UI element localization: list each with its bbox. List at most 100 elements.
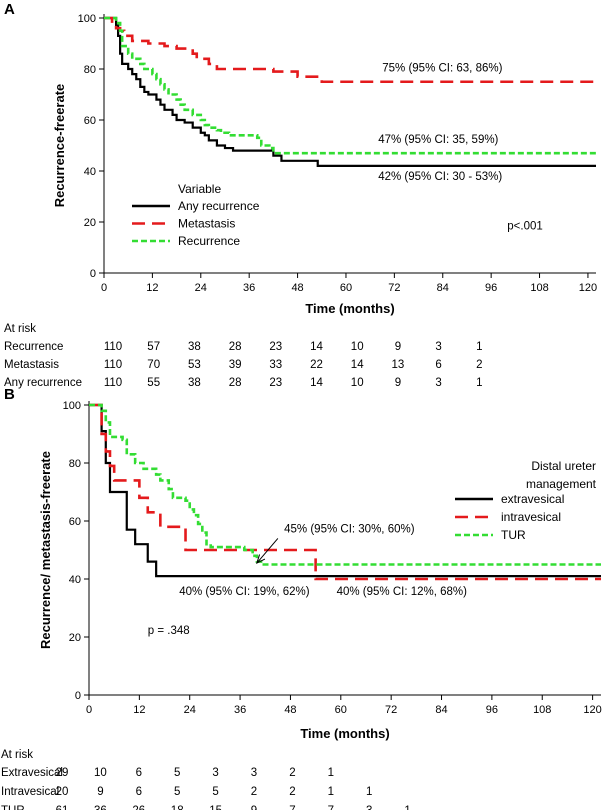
at-risk-count: 61	[56, 805, 69, 810]
at-risk-count: 5	[174, 786, 180, 798]
legend-title: Variable	[178, 182, 221, 196]
at-risk-count: 28	[229, 341, 242, 353]
at-risk-count: 29	[56, 767, 69, 779]
x-tick-label: 60	[335, 704, 347, 716]
at-risk-row-label: TUR	[1, 805, 25, 810]
at-risk-count: 39	[229, 359, 242, 371]
y-tick-label: 20	[69, 632, 81, 644]
at-risk-count: 1	[476, 377, 482, 389]
at-risk-count: 3	[212, 767, 218, 779]
at-risk-count: 23	[269, 377, 282, 389]
at-risk-count: 15	[209, 805, 222, 810]
annotation-text: 75% (95% CI: 63, 86%)	[382, 63, 502, 75]
legend-title-line: Distal ureter	[531, 459, 596, 473]
at-risk-count: 7	[328, 805, 334, 810]
x-axis-title: Time (months)	[300, 726, 389, 741]
series-line-intravesical	[89, 403, 601, 581]
at-risk-count: 3	[251, 767, 257, 779]
at-risk-count: 70	[147, 359, 160, 371]
legend-title-line: management	[526, 477, 597, 491]
annotation-text: p<.001	[507, 221, 543, 233]
x-tick-label: 24	[184, 704, 196, 716]
at-risk-count: 6	[435, 359, 441, 371]
at-risk-count: 20	[56, 786, 69, 798]
at-risk-count: 10	[94, 767, 107, 779]
at-risk-count: 10	[351, 377, 364, 389]
at-risk-count: 9	[251, 805, 257, 810]
y-tick-label: 40	[84, 166, 96, 178]
at-risk-row-label: Intravesical	[1, 786, 59, 798]
at-risk-count: 18	[171, 805, 184, 810]
annotation-arrow-shaft	[256, 538, 279, 564]
at-risk-count: 9	[97, 786, 103, 798]
x-tick-label: 48	[291, 282, 303, 294]
annotation-text: 40% (95% CI: 19%, 62%)	[179, 586, 310, 598]
at-risk-count: 2	[251, 786, 257, 798]
x-tick-label: 48	[284, 704, 296, 716]
x-axis-title: Time (months)	[305, 301, 394, 316]
at-risk-count: 1	[328, 786, 334, 798]
series-line-metastasis	[104, 16, 596, 84]
legend-label: Metastasis	[178, 217, 235, 231]
at-risk-row-label: Extravesical	[1, 767, 63, 779]
annotation-text: 45% (95% CI: 30%, 60%)	[284, 524, 415, 536]
at-risk-row-label: Recurrence	[4, 341, 63, 353]
at-risk-count: 28	[229, 377, 242, 389]
x-tick-label: 36	[234, 704, 246, 716]
y-tick-label: 60	[69, 516, 81, 528]
at-risk-count: 55	[147, 377, 160, 389]
at-risk-count: 22	[310, 359, 323, 371]
y-axis-title: Recurrence-freerate	[52, 84, 67, 208]
at-risk-count: 9	[395, 377, 401, 389]
legend-label: Any recurrence	[178, 199, 260, 213]
at-risk-count: 26	[132, 805, 145, 810]
legend-label: Recurrence	[178, 234, 240, 248]
at-risk-count: 2	[289, 786, 295, 798]
y-tick-label: 0	[75, 690, 81, 702]
y-tick-label: 80	[84, 64, 96, 76]
at-risk-count: 7	[289, 805, 295, 810]
at-risk-count: 14	[310, 377, 323, 389]
at-risk-count: 3	[435, 341, 441, 353]
at-risk-count: 33	[269, 359, 282, 371]
at-risk-count: 14	[351, 359, 364, 371]
at-risk-count: 10	[351, 341, 364, 353]
annotation-text: p = .348	[148, 625, 190, 637]
x-tick-label: 12	[133, 704, 145, 716]
panel-letter: A	[4, 1, 15, 18]
x-tick-label: 72	[385, 704, 397, 716]
at-risk-count: 3	[435, 377, 441, 389]
x-tick-label: 120	[583, 704, 601, 716]
y-tick-label: 40	[69, 574, 81, 586]
x-tick-label: 36	[243, 282, 255, 294]
y-tick-label: 100	[78, 13, 96, 25]
legend-label: TUR	[501, 528, 526, 542]
panel-letter: B	[4, 386, 15, 403]
series-line-extravesical	[89, 403, 601, 578]
at-risk-count: 6	[136, 786, 142, 798]
x-tick-label: 108	[530, 282, 548, 294]
legend-label: extravesical	[501, 492, 564, 506]
x-tick-label: 0	[86, 704, 92, 716]
at-risk-count: 5	[174, 767, 180, 779]
at-risk-count: 23	[269, 341, 282, 353]
at-risk-count: 2	[289, 767, 295, 779]
at-risk-heading: At risk	[1, 749, 33, 761]
annotation-arrow-head	[256, 554, 266, 565]
at-risk-count: 14	[310, 341, 323, 353]
x-tick-label: 60	[340, 282, 352, 294]
annotation-text: 42% (95% CI: 30 - 53%)	[378, 171, 502, 183]
at-risk-count: 110	[104, 341, 122, 353]
at-risk-count: 3	[366, 805, 372, 810]
at-risk-count: 1	[404, 805, 410, 810]
at-risk-count: 1	[328, 767, 334, 779]
y-tick-label: 60	[84, 115, 96, 127]
at-risk-count: 6	[136, 767, 142, 779]
y-tick-label: 100	[63, 400, 81, 412]
x-tick-label: 108	[533, 704, 551, 716]
